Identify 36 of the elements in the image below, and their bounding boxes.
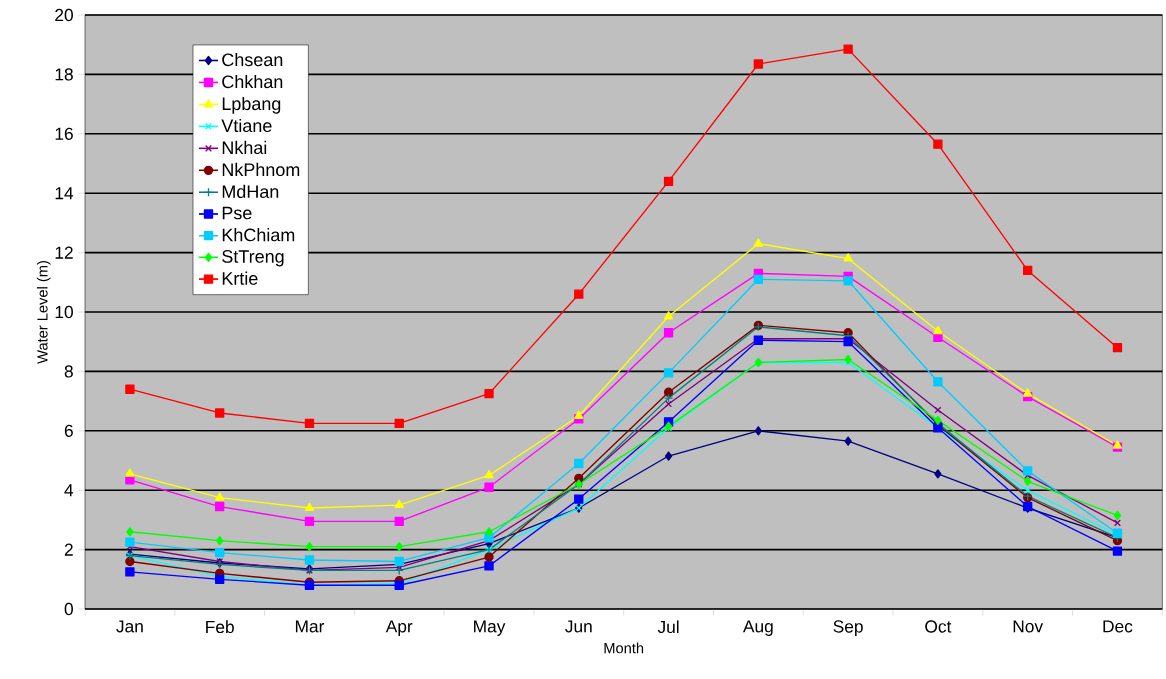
x-tick-label: Aug: [742, 620, 773, 636]
y-tick-label: 12: [55, 246, 73, 259]
legend-label: Lpbang: [222, 96, 281, 114]
x-tick-label: Sep: [833, 620, 863, 637]
legend-label: Chkhan: [222, 74, 283, 89]
legend-label: Krtie: [222, 271, 258, 285]
y-tick-label: 2: [64, 543, 73, 556]
legend-label: MdHan: [222, 184, 279, 199]
legend-label: Nkhai: [222, 140, 267, 155]
legend-label: Vtiane: [221, 118, 272, 133]
y-tick-label: 4: [64, 484, 74, 497]
y-tick-label: 14: [55, 187, 74, 200]
y-axis-title: Water Level (m): [36, 261, 51, 364]
y-tick-label: 10: [55, 305, 73, 319]
y-tick-label: 20: [55, 8, 73, 22]
y-tick-label: 18: [55, 68, 73, 81]
x-tick-label: Nov: [1013, 620, 1044, 633]
x-tick-label: Dec: [1103, 620, 1133, 633]
legend-label: StTreng: [222, 250, 284, 267]
x-tick-label: Mar: [295, 620, 325, 633]
legend-label: NkPhnom: [222, 162, 300, 177]
legend-label: KhChiam: [222, 228, 295, 242]
x-tick-label: Feb: [206, 620, 234, 634]
y-tick-label: 0: [64, 602, 73, 616]
y-tick-label: 6: [64, 424, 73, 437]
y-tick-label: 8: [64, 365, 73, 378]
legend-label: Pse: [222, 206, 252, 220]
legend-label: Chsean: [222, 52, 283, 67]
x-tick-label: Jul: [657, 620, 679, 634]
x-tick-label: May: [474, 620, 506, 636]
x-tick-label: Apr: [385, 620, 413, 636]
x-tick-label: Jun: [565, 620, 592, 633]
x-axis-title: Month: [604, 642, 644, 654]
x-tick-label: Jan: [116, 620, 143, 633]
x-tick-label: Oct: [925, 620, 952, 633]
y-tick-label: 16: [55, 127, 73, 140]
